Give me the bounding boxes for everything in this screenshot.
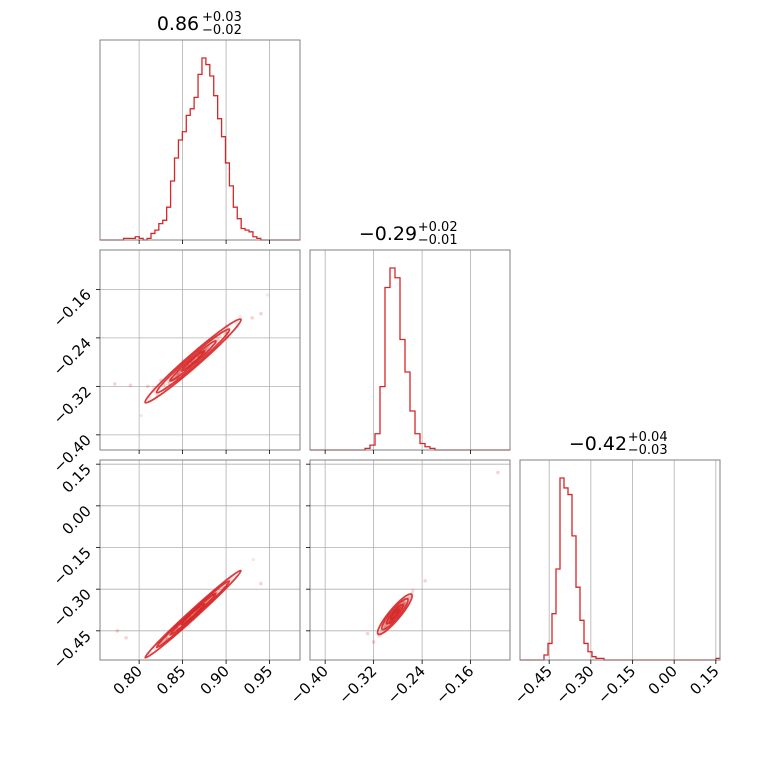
contour-level-2: [380, 597, 409, 631]
contour-level-0: [389, 608, 400, 620]
histogram-title-value: 0.86: [157, 13, 199, 35]
scatter-panel-1: 0.80 0.85 0.90 0.95−0.45−0.30−0.150.000.15: [50, 459, 301, 698]
x-tick-label: 0.90: [197, 662, 233, 698]
sample-point: [167, 381, 172, 385]
contour-level-2: [155, 580, 231, 649]
outlier-point: [146, 384, 150, 389]
sample-point: [403, 600, 407, 605]
sample-point: [216, 336, 220, 340]
contour-level-0: [180, 349, 206, 372]
outlier-point: [124, 635, 128, 640]
histogram-title-minus: −0.02: [202, 23, 242, 38]
outlier-point: [496, 470, 500, 475]
sample-point: [383, 624, 387, 628]
y-tick-label: −0.15: [50, 544, 95, 589]
axes-frame: [519, 459, 721, 661]
contour-level-3: [376, 593, 413, 636]
x-tick-label: −0.30: [552, 662, 597, 707]
contour-level-1: [169, 592, 217, 637]
contour-level-2: [155, 328, 231, 394]
sample-point: [251, 557, 255, 562]
sample-point: [238, 314, 242, 318]
x-tick-label: 0.00: [645, 662, 681, 698]
axes-frame: [99, 39, 301, 241]
sample-point: [222, 332, 227, 336]
histogram-step-line: [310, 267, 510, 451]
y-tick-label: −0.32: [50, 382, 95, 427]
histogram-title-minus: −0.03: [628, 443, 668, 458]
histogram-title-value: −0.29: [359, 223, 417, 245]
outlier-point: [423, 579, 427, 583]
sample-point: [234, 321, 239, 325]
sample-point: [163, 383, 167, 387]
histogram-step-line: [100, 57, 300, 241]
sample-point: [176, 372, 180, 376]
y-tick-label: −0.30: [50, 585, 95, 630]
outlier-point: [371, 640, 376, 644]
outlier-point: [128, 383, 133, 387]
contour-level-3: [144, 318, 242, 404]
outlier-point: [365, 631, 370, 636]
histogram-title-plus: +0.04: [628, 430, 668, 445]
y-tick-label: −0.24: [50, 334, 95, 379]
axes-frame: [99, 459, 301, 661]
sample-point: [148, 395, 152, 399]
sample-point: [139, 413, 143, 418]
outlier-point: [115, 629, 120, 633]
contour-level-1: [169, 339, 217, 382]
x-tick-label: −0.24: [384, 662, 429, 707]
y-tick-label: 0.00: [58, 502, 94, 538]
axes-frame: [309, 459, 511, 661]
sample-point: [216, 338, 220, 342]
sample-point: [206, 346, 210, 350]
axes-frame: [99, 249, 301, 451]
sample-point: [403, 601, 407, 605]
outlier-point: [250, 316, 254, 320]
histogram-step-line: [520, 477, 720, 661]
sample-point: [216, 337, 220, 341]
axes-frame: [309, 249, 511, 451]
contour-level-3: [144, 569, 242, 659]
x-tick-label: 0.85: [153, 662, 189, 698]
sample-point: [383, 623, 387, 627]
histogram-title-value: −0.42: [569, 433, 627, 455]
x-tick-label: −0.15: [594, 662, 639, 707]
histogram-panel-1: −0.29 +0.02−0.01: [309, 220, 511, 454]
histogram-title-plus: +0.02: [418, 220, 458, 235]
y-tick-label: −0.45: [50, 627, 95, 672]
outlier-point: [112, 382, 117, 386]
histogram-panel-2: −0.45−0.30−0.15 0.00 0.15 −0.42 +0.04−0.03: [511, 430, 723, 707]
sample-point: [377, 634, 381, 638]
contour-level-1: [385, 603, 405, 625]
scatter-panel-2: −0.40 −0.32 −0.24 −0.16: [287, 459, 511, 707]
x-tick-label: 0.95: [240, 662, 276, 698]
x-tick-label: −0.40: [287, 662, 332, 707]
sample-point: [265, 293, 270, 297]
y-tick-label: −0.16: [50, 285, 95, 330]
histogram-title-plus: +0.03: [202, 10, 242, 25]
sample-point: [407, 595, 411, 599]
sample-point: [165, 636, 169, 640]
histogram-title-minus: −0.01: [418, 233, 458, 248]
x-tick-label: 0.80: [110, 662, 146, 698]
sample-point: [176, 372, 180, 376]
x-tick-label: −0.32: [335, 662, 380, 707]
histogram-panel-0: 0.86 +0.03−0.02: [99, 10, 301, 244]
x-tick-label: −0.16: [432, 662, 477, 707]
sample-point: [166, 381, 170, 386]
outlier-point: [259, 581, 263, 586]
sample-point: [410, 590, 415, 594]
sample-point: [218, 334, 223, 339]
outlier-point: [259, 311, 263, 316]
x-tick-label: −0.45: [511, 662, 556, 707]
scatter-panel-0: −0.40−0.32−0.24−0.16: [50, 249, 301, 476]
x-tick-label: 0.15: [686, 662, 722, 698]
sample-point: [411, 588, 415, 592]
